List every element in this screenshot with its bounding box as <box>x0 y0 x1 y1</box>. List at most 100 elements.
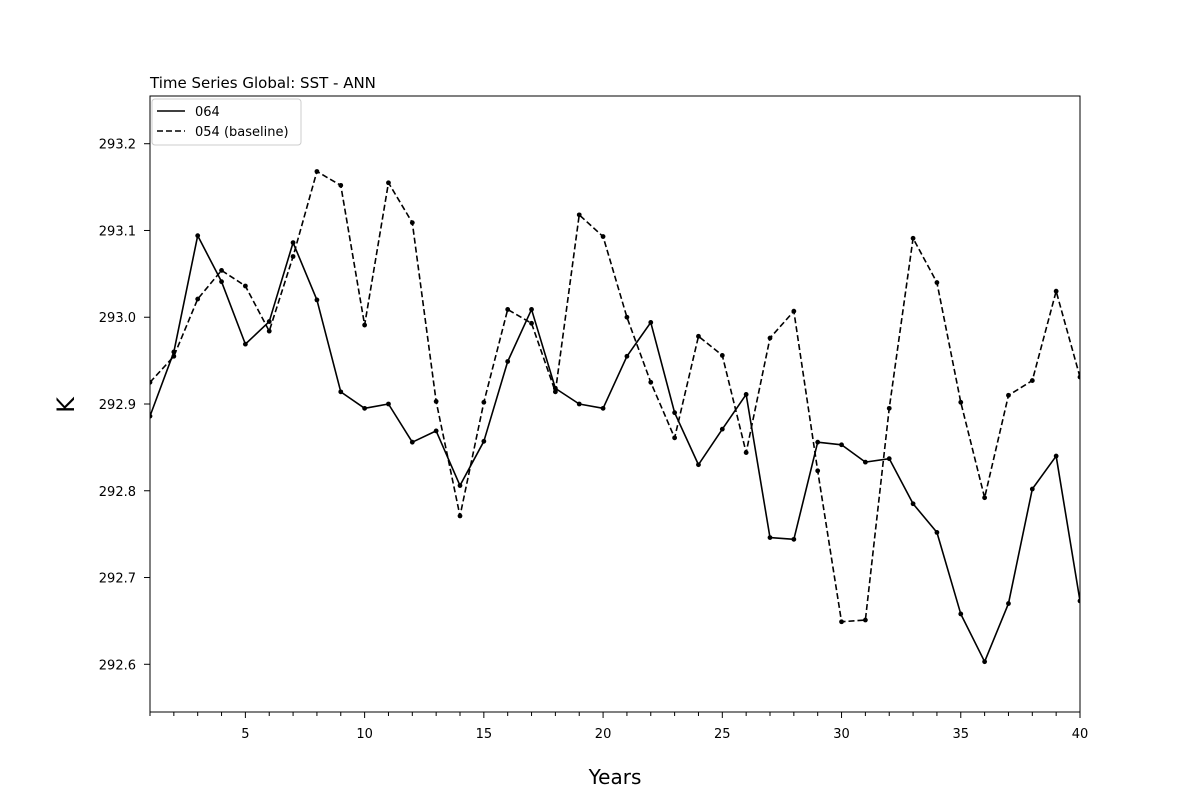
series-0-point <box>266 319 272 324</box>
series-0-point <box>576 401 582 407</box>
series-0-point <box>862 459 868 465</box>
y-tick-label: 293.1 <box>99 224 136 239</box>
series-1-point <box>219 267 224 273</box>
series-0-point <box>791 536 797 542</box>
series-1-point <box>1053 288 1059 294</box>
x-axis-label: Years <box>588 765 642 789</box>
axis-ticks: 5 10 15 20 25 30 35 40 292.6 292.7 292.8 292.9 293.0… <box>99 138 1088 742</box>
series-0-point <box>624 353 630 359</box>
series-0-point <box>290 240 296 246</box>
series-1-point <box>481 399 487 405</box>
series-0-point <box>1053 453 1059 459</box>
series-1-point <box>767 335 773 341</box>
series-0-point <box>529 307 534 312</box>
series-line-1 <box>150 170 1080 623</box>
series-1-point <box>934 280 940 285</box>
series-0-point <box>481 438 487 444</box>
x-tick-label: 40 <box>1072 727 1089 742</box>
series-0-point <box>910 501 916 507</box>
series-1-point <box>672 435 678 441</box>
y-tick-label: 292.9 <box>99 398 136 413</box>
series-1-point <box>266 328 272 334</box>
plot-lines <box>150 169 1080 665</box>
legend-box <box>151 98 302 146</box>
series-0-point <box>719 426 725 432</box>
series-1-point <box>386 180 391 186</box>
x-tick-label: 30 <box>833 727 850 742</box>
series-0-point <box>242 341 248 347</box>
series-1-point <box>1077 374 1080 380</box>
series-line-0 <box>150 234 1080 663</box>
series-1-point <box>910 235 916 241</box>
x-tick-label: 25 <box>714 727 731 742</box>
series-1-point <box>529 320 534 326</box>
legend-label-064: 064 <box>195 105 220 120</box>
series-1-point <box>576 212 582 218</box>
series-1-point <box>552 389 558 395</box>
series-1-point <box>743 450 749 455</box>
series-1-point <box>150 379 153 385</box>
series-1-point <box>862 617 868 623</box>
x-tick-label: 5 <box>241 727 249 742</box>
series-1-point <box>719 353 725 358</box>
series-0-point <box>219 279 224 285</box>
x-tick-label: 35 <box>952 727 969 742</box>
series-1-point <box>409 220 415 226</box>
series-1-point <box>338 182 344 188</box>
y-tick-label: 292.7 <box>99 572 136 587</box>
series-1-point <box>290 254 296 259</box>
series-0-point <box>600 405 606 411</box>
plot-frame <box>149 95 1081 713</box>
series-1-point <box>457 513 463 519</box>
x-tick-label: 20 <box>595 727 612 742</box>
series-0-point <box>505 359 511 364</box>
series-1-point <box>171 353 177 359</box>
series-0-point <box>696 462 701 468</box>
y-tick-label: 292.8 <box>99 485 136 500</box>
y-tick-label: 293.0 <box>99 311 136 326</box>
y-axis-label: K <box>52 396 80 413</box>
series-0-point <box>648 320 654 325</box>
series-0-point <box>433 428 439 434</box>
series-0-point <box>743 392 749 397</box>
series-1-point <box>362 322 368 328</box>
series-0-point <box>1006 601 1011 606</box>
series-0-point <box>767 535 773 541</box>
series-0-point <box>815 439 821 445</box>
legend-label-054-baseline: 054 (baseline) <box>195 125 289 140</box>
series-1-point <box>886 405 892 411</box>
series-1-point <box>242 283 248 289</box>
legend: 064 054 (baseline) <box>151 98 302 146</box>
series-1-point <box>195 296 201 302</box>
x-tick-label: 10 <box>356 727 373 742</box>
series-1-point <box>1029 378 1035 383</box>
series-0-point <box>886 456 892 462</box>
series-1-point <box>958 399 964 405</box>
series-0-point <box>1077 598 1080 604</box>
x-tick-label: 15 <box>476 727 493 742</box>
series-1-point <box>815 468 821 474</box>
series-0-point <box>839 442 844 448</box>
series-0-point <box>672 410 678 416</box>
series-0-point <box>338 389 344 395</box>
series-0-point <box>958 611 964 617</box>
series-0-point <box>1029 486 1035 492</box>
series-0-point <box>982 659 988 665</box>
series-1-point <box>791 308 797 314</box>
series-0-point <box>457 483 463 488</box>
series-0-point <box>150 413 153 419</box>
series-1-point <box>696 333 701 339</box>
series-0-point <box>934 530 940 535</box>
series-0-point <box>386 401 391 407</box>
series-1-point <box>982 495 988 501</box>
series-1-point <box>1006 392 1011 398</box>
series-0-point <box>314 297 320 303</box>
series-0-point <box>195 233 201 239</box>
series-1-point <box>314 169 320 174</box>
series-0-point <box>362 405 368 411</box>
series-1-point <box>600 234 606 239</box>
y-tick-label: 292.6 <box>99 658 136 673</box>
series-1-point <box>505 307 511 312</box>
series-1-point <box>433 398 439 404</box>
